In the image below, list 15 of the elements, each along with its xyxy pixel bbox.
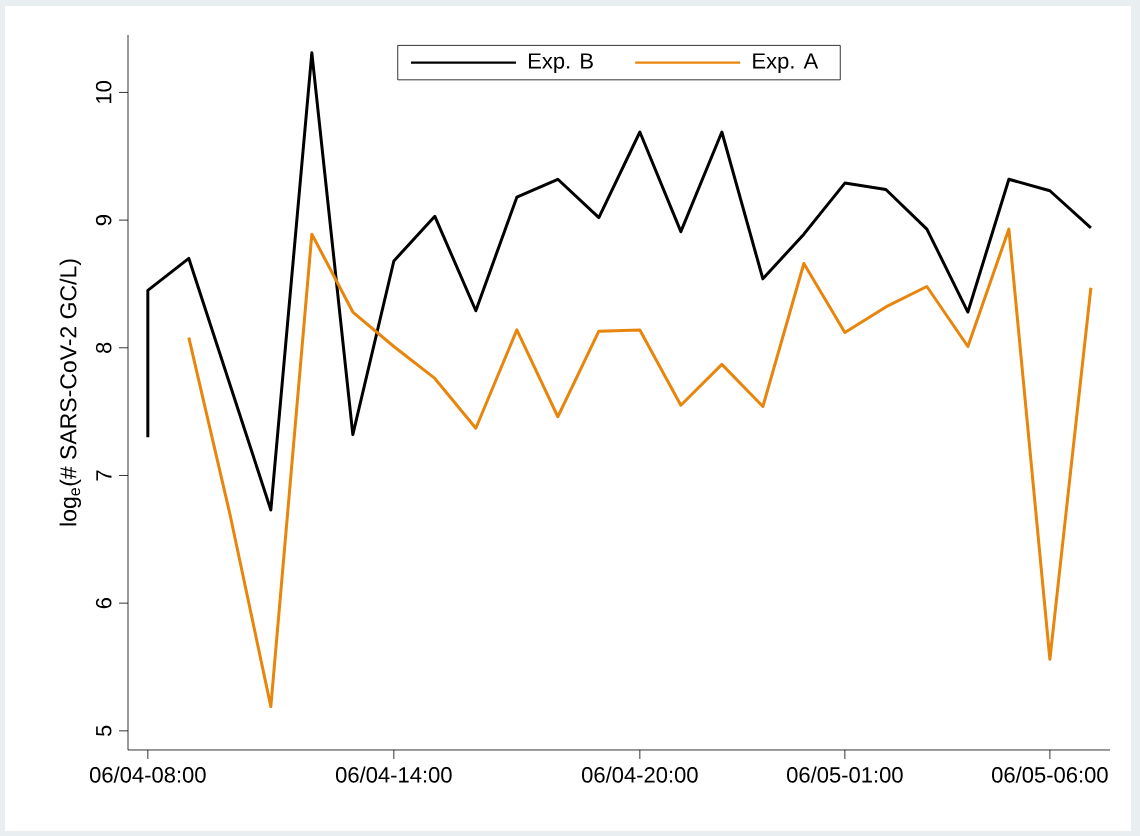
x-tick-label: 06/05-01:00 xyxy=(787,766,903,783)
x-tick-label: 06/05-06:00 xyxy=(992,766,1108,783)
y-axis-title: log$_{e}$(# SARS-CoV-2 GC/L) xyxy=(59,259,82,526)
legend-label: Exp. B xyxy=(528,53,593,74)
legend-label: Exp. A xyxy=(753,53,819,74)
x-tick-label: 06/04-14:00 xyxy=(335,766,452,783)
y-tick-label: 5 xyxy=(96,725,112,737)
y-tick-label: 8 xyxy=(95,342,112,353)
y-tick-label: 6 xyxy=(95,598,112,609)
y-tick-label: 7 xyxy=(96,470,112,481)
x-tick-label: 06/04-20:00 xyxy=(582,766,698,783)
line-series xyxy=(187,227,1093,709)
y-tick-label: 9 xyxy=(95,215,112,226)
y-tick-label: 10 xyxy=(95,81,112,103)
x-tick-label: 06/04-08:00 xyxy=(89,766,206,783)
